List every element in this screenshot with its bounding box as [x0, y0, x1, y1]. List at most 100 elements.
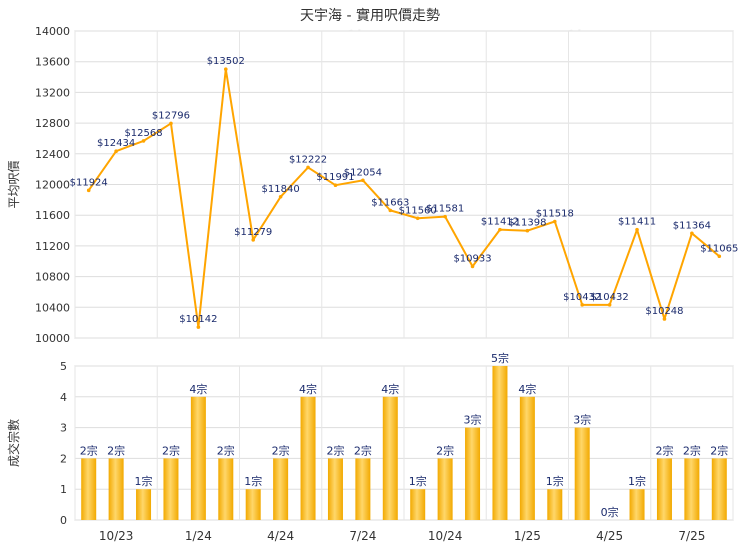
price-point — [415, 216, 420, 221]
bar-data-label: 1宗 — [244, 474, 262, 488]
price-y-tick-label: 13200 — [35, 86, 70, 99]
bar-data-label: 2宗 — [217, 443, 235, 457]
bar-data-label: 2宗 — [107, 443, 125, 457]
bar-data-label: 1宗 — [546, 474, 564, 488]
price-point — [251, 238, 256, 242]
transaction-bar — [574, 427, 590, 520]
bar-data-label: 2宗 — [655, 443, 673, 457]
price-data-label: $10933 — [453, 253, 491, 264]
bar-y-tick-label: 1 — [60, 483, 67, 496]
transaction-bar — [108, 458, 124, 520]
price-point — [169, 121, 173, 126]
price-point — [278, 194, 283, 199]
transaction-bar — [465, 427, 481, 520]
bar-y-tick-label: 5 — [60, 360, 67, 373]
price-series-line — [87, 68, 720, 329]
price-y-tick-label: 10800 — [35, 271, 70, 284]
transaction-bar — [492, 366, 508, 520]
price-point — [607, 303, 612, 307]
price-y-tick-label: 12800 — [35, 117, 70, 130]
price-data-label: $12434 — [97, 138, 135, 149]
price-data-label: $11924 — [70, 177, 108, 188]
price-point — [141, 139, 146, 143]
bar-data-label: 4宗 — [518, 382, 536, 396]
transaction-bar — [629, 489, 645, 520]
bar-data-label: 2宗 — [683, 443, 701, 457]
transaction-bar — [218, 458, 234, 520]
bar-data-label: 3宗 — [573, 413, 591, 427]
bar-data-label: 1宗 — [135, 474, 153, 488]
price-data-label: $11412 — [481, 217, 519, 228]
price-data-label: $11518 — [536, 208, 574, 219]
price-data-label: $10142 — [179, 314, 217, 325]
price-data-label: $12568 — [124, 128, 162, 139]
price-data-label: $12054 — [344, 167, 382, 178]
price-point — [306, 165, 310, 170]
price-y-axis-label: 平均呎價 — [7, 160, 21, 208]
x-tick-label: 10/24 — [428, 529, 463, 543]
bar-data-label: 0宗 — [601, 505, 619, 519]
transactions-bar-chart: 0 1 2 3 4 5 成交宗數 2宗 2宗 1宗 2宗 4宗 2宗 1宗 2宗 4宗 2宗 2宗 4宗 1宗 2宗 3宗… — [6, 351, 734, 543]
chart-title: 天宇海 - 實用呎價走勢 — [300, 7, 440, 24]
price-line-chart: 10000 10400 10800 11200 11600 12000 12400 12800… — [7, 25, 738, 345]
transaction-bar — [711, 458, 727, 520]
price-data-label: $11840 — [262, 184, 300, 195]
x-tick-label: 4/25 — [596, 529, 623, 543]
transaction-bar — [355, 458, 371, 520]
price-point — [443, 214, 447, 219]
x-tick-label: 7/24 — [349, 529, 376, 543]
x-tick-label: 7/25 — [678, 529, 705, 543]
price-point — [114, 149, 118, 153]
price-data-label: $11364 — [673, 220, 711, 231]
transaction-bar — [136, 489, 152, 520]
x-tick-label: 4/24 — [267, 529, 294, 543]
transaction-bar — [163, 458, 179, 520]
price-point — [388, 208, 393, 213]
price-data-label: $11279 — [234, 227, 272, 238]
price-data-label: $10432 — [591, 292, 629, 303]
bar-y-tick-label: 2 — [60, 452, 67, 465]
price-data-label: $10432 — [563, 292, 601, 303]
price-data-label: $11991 — [316, 172, 354, 183]
x-tick-label: 1/25 — [514, 529, 541, 543]
price-y-tick-label: 13600 — [35, 56, 70, 69]
price-data-label: $10248 — [645, 306, 683, 317]
price-data-label: $11581 — [426, 204, 464, 215]
bar-data-label: 2宗 — [326, 443, 344, 457]
transaction-bar — [327, 458, 343, 520]
price-point — [552, 219, 557, 224]
price-data-label: $11663 — [371, 197, 409, 208]
transaction-bar — [410, 489, 426, 520]
x-tick-label: 1/24 — [185, 529, 212, 543]
transaction-bar — [81, 458, 97, 520]
transaction-bar — [190, 396, 206, 520]
bar-data-label: 2宗 — [272, 443, 290, 457]
price-y-tick-label: 11600 — [35, 209, 70, 222]
price-y-tick-label: 11200 — [35, 240, 70, 253]
price-point — [470, 264, 475, 269]
bar-data-label: 4宗 — [299, 382, 317, 396]
price-data-label: $12222 — [289, 154, 327, 165]
price-y-tick-label: 10000 — [35, 332, 70, 345]
price-data-label: $11398 — [508, 218, 546, 229]
price-point — [690, 231, 694, 236]
transaction-bar — [656, 458, 672, 520]
transaction-bar — [245, 489, 261, 520]
price-data-label: $11560 — [399, 205, 437, 216]
bar-y-tick-label: 3 — [60, 422, 67, 435]
transaction-bar — [382, 396, 398, 520]
price-point — [498, 227, 502, 232]
price-data-label: $11411 — [618, 217, 656, 228]
bar-data-label: 3宗 — [464, 413, 482, 427]
price-data-label: $12796 — [152, 110, 190, 121]
price-point — [717, 254, 722, 259]
price-y-tick-label: 10400 — [35, 301, 70, 314]
bar-data-label: 4宗 — [189, 382, 207, 396]
transaction-bar — [300, 396, 316, 520]
bar-data-label: 2宗 — [162, 443, 180, 457]
bar-data-label: 2宗 — [80, 443, 98, 457]
bar-data-label: 4宗 — [381, 382, 399, 396]
price-point — [525, 228, 530, 233]
price-point — [361, 178, 365, 183]
